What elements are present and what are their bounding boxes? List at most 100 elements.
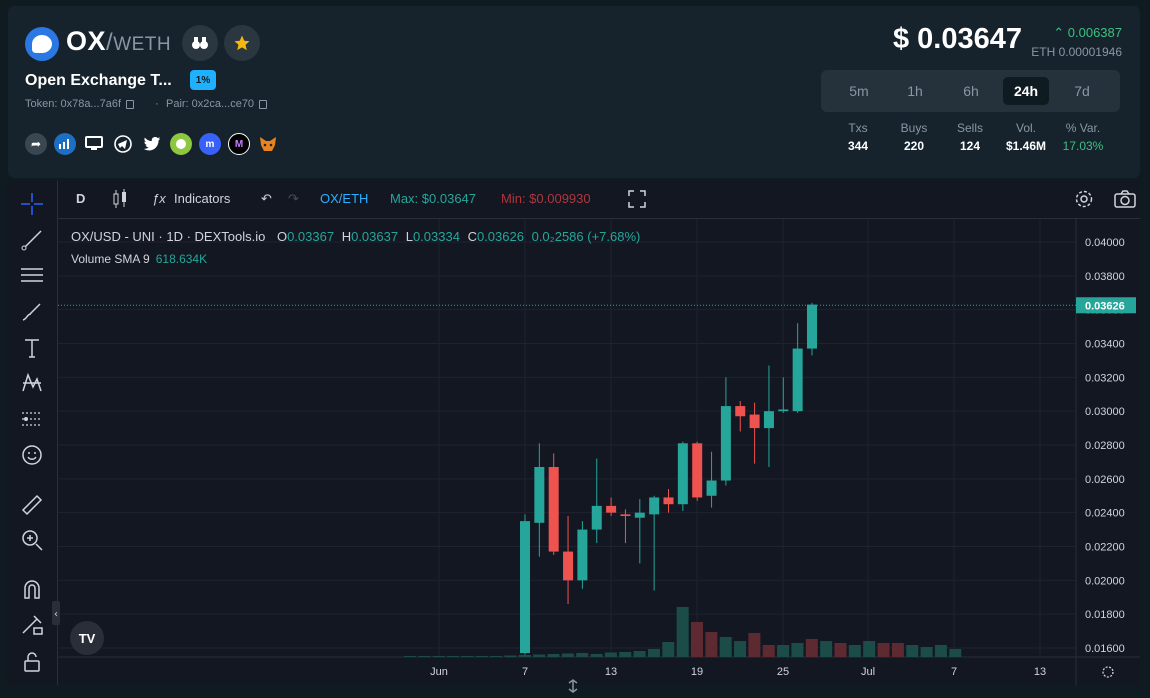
stat-buys: Buys 220 (900, 121, 928, 153)
candle-body (563, 551, 574, 581)
website-icon[interactable] (83, 133, 105, 155)
forecast-icon[interactable] (19, 406, 45, 432)
undo-icon[interactable]: ↶ (261, 191, 272, 206)
timeframe-7d[interactable]: 7d (1074, 83, 1090, 99)
min-price-label: Min: $0.009930 (501, 191, 591, 206)
legend-close: 0.03626 (476, 229, 524, 244)
telegram-icon[interactable] (112, 133, 134, 155)
legend-title: OX/USD - UNI · 1D · DEXTools.io (71, 229, 266, 244)
axis-settings-icon (1102, 666, 1114, 678)
nomics-icon[interactable]: M (228, 133, 250, 155)
trend-line-icon[interactable] (19, 227, 45, 253)
candle-type-icon[interactable] (112, 189, 128, 212)
volume-bar (891, 643, 904, 657)
camera-icon[interactable] (1114, 189, 1136, 212)
price-usd: $ 0.03647 (892, 23, 1022, 55)
pattern-icon[interactable] (19, 370, 45, 396)
candle-body (591, 505, 602, 530)
price-chart[interactable]: 0.040000.038000.036000.034000.032000.030… (6, 181, 1140, 685)
function-icon[interactable]: ƒx (152, 191, 166, 206)
symbol-button[interactable]: OX/ETH (320, 191, 369, 206)
horizontal-lines-icon[interactable] (19, 262, 45, 288)
resize-handle-icon[interactable] (566, 679, 580, 693)
coinmarketcap-icon[interactable]: m (199, 133, 221, 155)
price-tick-label: 0.03000 (1085, 406, 1125, 418)
volume-legend: Volume SMA 9 618.634K (71, 252, 207, 266)
volume-bar (432, 656, 445, 657)
tradingview-logo[interactable]: TV (70, 621, 104, 655)
favorite-button[interactable] (224, 25, 260, 61)
magnet-icon[interactable] (19, 577, 45, 603)
emoji-icon[interactable] (19, 442, 45, 468)
volume-bar (920, 647, 933, 657)
fullscreen-icon[interactable] (628, 190, 646, 211)
volume-sma-value: 618.634K (155, 252, 208, 266)
twitter-icon[interactable] (141, 133, 163, 155)
timeframe-selector: 5m 1h 6h 24h 7d (821, 70, 1120, 112)
metamask-icon[interactable] (257, 133, 279, 155)
candle-body (735, 406, 746, 417)
timeframe-24h[interactable]: 24h (1003, 77, 1049, 105)
price-tick-label: 0.03400 (1085, 339, 1125, 351)
candle-body (548, 466, 559, 552)
price-tick-label: 0.04000 (1085, 237, 1125, 249)
brush-icon[interactable] (19, 299, 45, 325)
settings-gear-icon[interactable] (1074, 189, 1094, 212)
timeframe-5m[interactable]: 5m (849, 83, 869, 99)
interval-button[interactable]: D (76, 191, 86, 206)
stat-volume: Vol. $1.46M (1005, 121, 1047, 153)
coingecko-icon[interactable] (170, 133, 192, 155)
volume-bar (805, 639, 818, 657)
volume-bar (949, 649, 962, 657)
token-address: Token: 0x78a...7a6f (25, 98, 135, 110)
volume-bar (762, 645, 775, 657)
time-tick-label: 7 (522, 666, 528, 678)
redo-icon[interactable]: ↷ (288, 191, 299, 206)
pair-address-label: Pair: 0x2ca...ce70 (166, 98, 255, 110)
indicators-button[interactable]: Indicators (174, 191, 231, 206)
time-tick-label: 7 (951, 666, 957, 678)
dextools-icon[interactable] (54, 133, 76, 155)
binoculars-button[interactable] (182, 25, 218, 61)
zoom-in-icon[interactable] (19, 527, 45, 553)
volume-bar (504, 655, 517, 657)
collapse-toolbar-button (52, 601, 60, 625)
timeframe-1h[interactable]: 1h (907, 83, 923, 99)
star-icon (234, 35, 250, 51)
candle-body (534, 466, 545, 523)
token-name: Open Exchange T... (25, 72, 172, 89)
volume-bar (561, 653, 574, 657)
volume-bar (848, 645, 861, 657)
copy-icon[interactable] (126, 99, 135, 109)
volume-bar (734, 641, 747, 657)
timeframe-6h[interactable]: 6h (963, 83, 979, 99)
price-tick-label: 0.02200 (1085, 542, 1125, 554)
token-address-label: Token: 0x78a...7a6f (25, 98, 122, 110)
address-separator: · (155, 98, 159, 110)
pair-title: OX/WETH (66, 26, 171, 57)
crosshair-icon[interactable] (19, 191, 45, 217)
lock-drawing-icon[interactable] (19, 612, 45, 638)
volume-bar (576, 653, 589, 657)
copy-icon[interactable] (259, 99, 268, 109)
time-tick-label: 13 (605, 666, 617, 678)
ruler-icon[interactable] (19, 492, 45, 518)
share-icon[interactable]: ➦ (25, 133, 47, 155)
arrow-up-icon: ⌃ (1053, 25, 1068, 40)
volume-bar (633, 651, 646, 657)
volume-bar (691, 622, 703, 657)
lock-icon[interactable] (19, 649, 45, 675)
time-tick-label: 19 (691, 666, 703, 678)
volume-bar (877, 643, 890, 657)
pair-address: Pair: 0x2ca...ce70 (166, 98, 268, 110)
volume-bar (547, 654, 560, 657)
text-icon[interactable] (19, 335, 45, 361)
legend-low: 0.03334 (412, 229, 460, 244)
volume-bar (719, 637, 732, 657)
volume-bar (418, 656, 431, 657)
volume-bar (676, 607, 689, 657)
volume-bar (461, 656, 474, 657)
price-tick-label: 0.03800 (1085, 271, 1125, 283)
candle-body (720, 406, 731, 481)
volume-sma-label: Volume SMA 9 (71, 252, 150, 266)
